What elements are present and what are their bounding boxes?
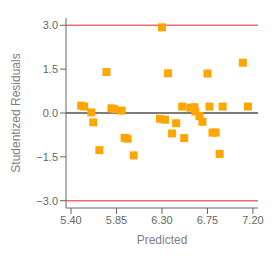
svg-text:Predicted: Predicted [137,233,188,247]
svg-text:3.0: 3.0 [43,19,58,31]
svg-text:5.40: 5.40 [60,214,81,226]
svg-text:5.85: 5.85 [106,214,127,226]
svg-text:−3.0: −3.0 [36,195,58,207]
svg-text:−1.5: −1.5 [36,151,58,163]
svg-text:6.75: 6.75 [197,214,218,226]
svg-text:6.30: 6.30 [151,214,172,226]
svg-text:0.0: 0.0 [43,107,58,119]
svg-text:1.5: 1.5 [43,63,58,75]
svg-text:7.20: 7.20 [242,214,263,226]
svg-text:Studentized Residuals: Studentized Residuals [9,53,23,172]
